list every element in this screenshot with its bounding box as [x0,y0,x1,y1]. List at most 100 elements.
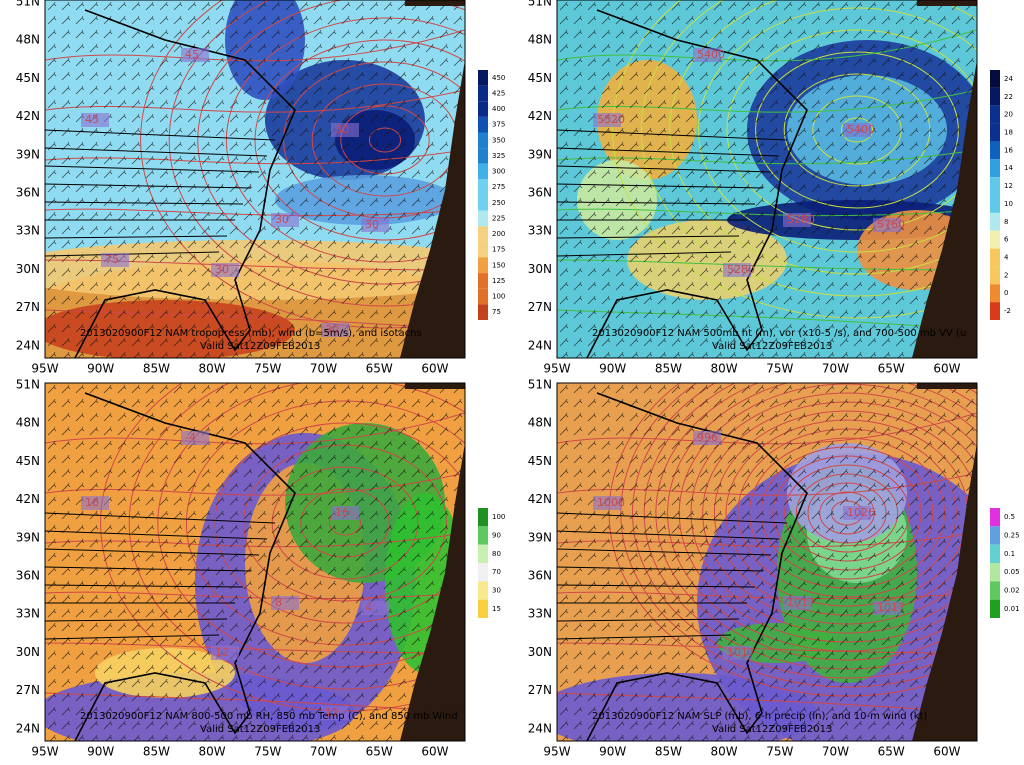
no-data [400,0,465,358]
contour-label-box [783,213,811,227]
contour-label: 5400 [697,48,725,61]
no-data [912,383,977,741]
caption: 2013020900F12 NAM tropopress (mb), wind … [80,328,422,339]
lat-label: 51N [16,378,40,392]
state-border [557,129,788,141]
lat-label: 48N [16,416,40,430]
lon-label: 90W [599,745,626,759]
lon-label: 95W [543,745,570,759]
state-border [557,584,756,588]
lon-label: 75W [254,745,281,759]
coastline [74,392,296,741]
colorbar-swatch [478,210,488,227]
lat-label: 27N [528,300,552,314]
colorbar-label: 22 [1004,93,1013,101]
map-fill [557,0,977,358]
contour-label: -4 [185,431,196,444]
lon-label: 70W [822,362,849,376]
colorbar-swatch [990,266,1000,285]
lon-label: 95W [543,362,570,376]
colorbar-label: 225 [492,214,505,222]
colorbar-label: 250 [492,199,505,207]
colorbar-swatch [478,85,488,102]
lon-label: 85W [655,745,682,759]
state-border [557,566,764,572]
colorbar-swatch [990,581,1000,600]
lat-label: 36N [528,186,552,200]
colorbar-label: 16 [1004,146,1013,154]
colorbar-swatch [990,599,1000,618]
caption: 2013020900F12 NAM 800-500 mb RH, 850 mb … [80,711,458,722]
colorbar-label: 375 [492,121,505,129]
map-fill [557,383,977,741]
state-border [45,165,260,173]
lat-label: 24N [528,721,552,735]
lat-label: 39N [16,147,40,161]
contour-label: 5280 [727,263,755,276]
contour-label-box [211,263,239,277]
state-border [557,634,732,640]
state-border [557,235,740,239]
colorbar-label: 30 [492,587,501,595]
lon-label: 75W [766,745,793,759]
colorbar-swatch [478,148,488,164]
colorbar-label: 100 [492,513,505,521]
colorbar-swatch [990,141,1000,160]
lat-label: 30N [528,262,552,276]
contour-label: 12 [325,706,339,719]
state-border [45,530,268,540]
lat-label: 42N [528,492,552,506]
contour-label: 30 [335,123,349,136]
colorbar-label: 350 [492,136,505,144]
contour-label: 1017 [877,601,905,614]
state-border [557,147,780,157]
lon-label: 65W [878,745,905,759]
lat-label: 45N [528,71,552,85]
no-data [405,0,465,6]
panel: 5400 5520 5400 5280 5760 5280 2013020900F12 NA… [528,0,1013,376]
contour-label: 8 [275,596,282,609]
contour-label-box [843,123,871,137]
lon-label: 65W [366,362,393,376]
valid-time: Valid Sat12Z09FEB2013 [712,724,832,735]
lon-label: 80W [711,745,738,759]
lat-label: 39N [528,530,552,544]
colorbar-swatch [990,563,1000,582]
map-frame [556,382,978,742]
state-border [45,566,252,572]
state-border [557,618,740,622]
colorbar-label: 300 [492,168,505,176]
colorbar-swatch [478,195,488,211]
colorbar-label: 80 [492,550,501,558]
state-border [45,235,228,239]
colorbar-label: 100 [492,293,505,301]
contour-label-box [361,601,389,615]
state-border [557,183,764,189]
colorbar-label: 0.5 [1004,513,1015,521]
lat-label: 42N [528,109,552,123]
map: 5400 5520 5400 5280 5760 5280 2013020900F12 NA… [556,0,978,359]
contour-label-box [723,646,751,660]
colorbar-label: 400 [492,105,505,113]
lon-label: 60W [421,745,448,759]
contour-label: 5280 [787,213,815,226]
contour-label: 5760 [877,218,905,231]
lat-label: 45N [528,454,552,468]
contour-label: 30 [325,323,339,336]
colorbar-swatch [990,508,1000,527]
colorbar-label: 14 [1004,164,1013,172]
coastline [74,9,296,358]
lat-label: 42N [16,109,40,123]
lat-label: 30N [16,645,40,659]
coastline [586,9,808,358]
colorbar-label: 8 [1004,218,1008,226]
state-border [45,251,220,257]
lat-label: 33N [16,224,40,238]
lon-label: 70W [310,362,337,376]
colorbar-label: 24 [1004,75,1013,83]
state-border [557,548,772,556]
contour-label: 16 [85,496,99,509]
